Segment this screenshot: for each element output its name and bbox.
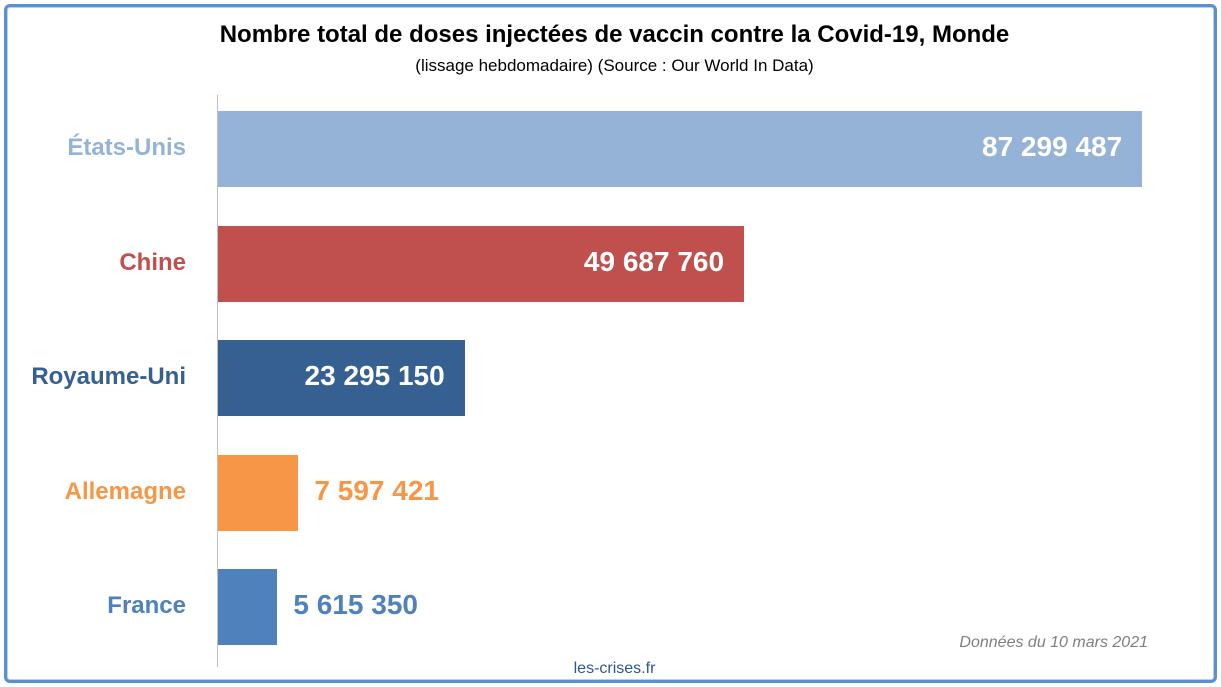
value-label-4: 5 615 350	[293, 589, 418, 620]
category-label-0: États-Unis	[67, 134, 186, 161]
chart-subtitle: (lissage hebdomadaire) (Source : Our Wor…	[415, 56, 814, 75]
bar-0	[218, 111, 1142, 187]
category-axis-line	[217, 95, 218, 667]
bar-3	[218, 454, 299, 531]
value-label-2: 23 295 150	[304, 360, 445, 391]
category-label-2: Royaume-Uni	[31, 363, 186, 390]
data-date-note: Données du 10 mars 2021	[959, 634, 1148, 651]
value-label-0: 87 299 487	[982, 131, 1123, 162]
chart-frame: Nombre total de doses injectées de vacci…	[4, 4, 1217, 683]
bar-1	[218, 225, 744, 302]
value-label-3: 7 597 421	[314, 474, 439, 506]
bar-4	[218, 569, 278, 645]
category-label-4: France	[107, 592, 186, 619]
source-footer: les-crises.fr	[573, 660, 656, 677]
bar-2	[218, 340, 465, 416]
value-label-1: 49 687 760	[583, 245, 725, 277]
chart-title: Nombre total de doses injectées de vacci…	[219, 21, 1010, 48]
category-label-3: Allemagne	[64, 477, 186, 505]
category-label-1: Chine	[119, 248, 186, 276]
